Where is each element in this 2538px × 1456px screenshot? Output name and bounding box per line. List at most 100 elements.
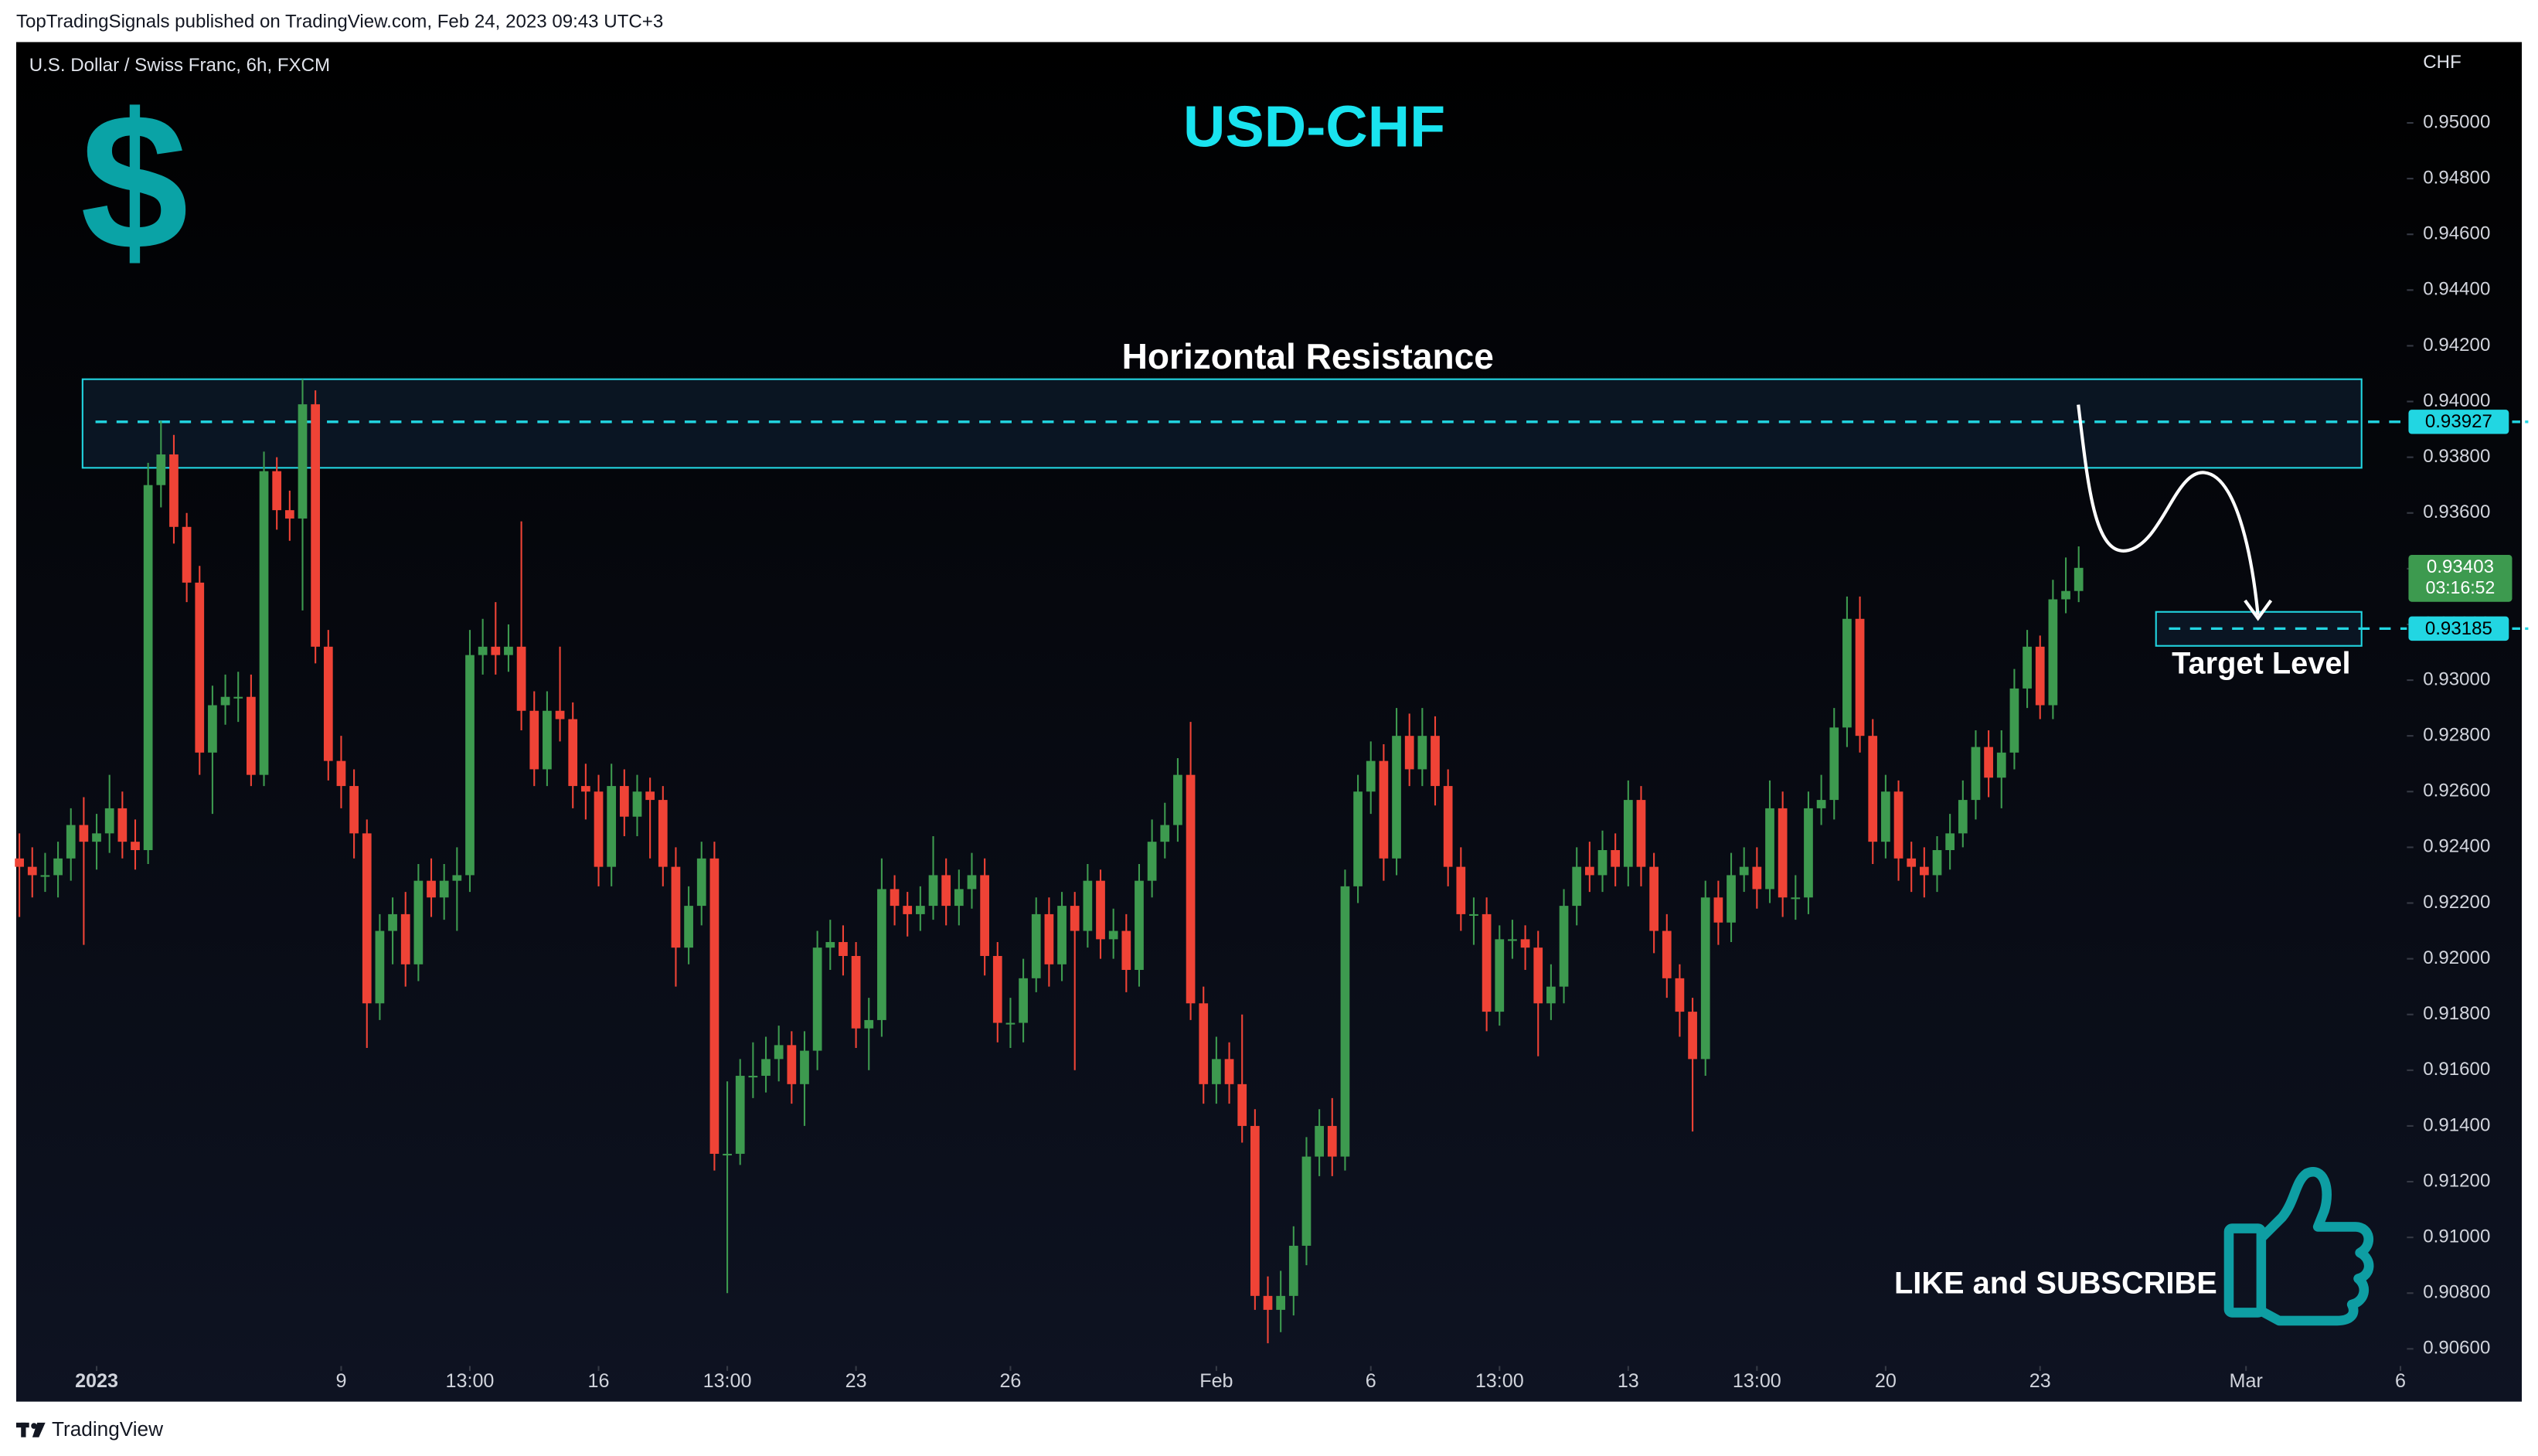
y-tick-label: 0.93000	[2423, 668, 2490, 689]
candle-body	[787, 1045, 797, 1084]
candle-body	[208, 705, 217, 753]
forecast-arrow	[2077, 404, 2260, 616]
candle-body	[1739, 866, 1749, 876]
chart-pane	[15, 42, 2523, 1402]
resistance-label: Horizontal Resistance	[1122, 336, 1494, 376]
candle-body	[504, 646, 513, 655]
candle-body	[1881, 791, 1890, 842]
candle-body	[156, 454, 166, 485]
candle-body	[117, 808, 128, 842]
y-tick-label: 0.91600	[2423, 1059, 2490, 1080]
candle-body	[864, 1019, 874, 1029]
annotations: Horizontal Resistance Target Level	[81, 336, 2529, 680]
candle-body	[1469, 913, 1478, 917]
candle-body	[1700, 897, 1710, 1060]
y-tick-label: 0.94400	[2423, 279, 2490, 300]
candle-body	[1829, 727, 1839, 801]
y-tick-label: 0.91400	[2423, 1114, 2490, 1135]
thumbs-up-icon	[2223, 1167, 2374, 1326]
candle-body	[1212, 1059, 1221, 1084]
candle-body	[800, 1050, 809, 1084]
candle-body	[594, 791, 604, 867]
candle-body	[992, 955, 1002, 1023]
candle-body	[362, 833, 372, 1004]
y-tick-label: 0.94200	[2423, 335, 2490, 355]
candle-body	[15, 858, 24, 867]
candle-body	[941, 875, 951, 907]
candle-body	[516, 646, 526, 711]
candle-body	[1315, 1125, 1324, 1157]
candle-body	[413, 880, 424, 964]
candle-body	[92, 833, 101, 842]
x-tick-label: 23	[2029, 1370, 2051, 1392]
candle-body	[478, 646, 488, 655]
candle-body	[1636, 800, 1646, 867]
candle-body	[1108, 930, 1118, 940]
candle-body	[1482, 913, 1492, 1012]
candle-body	[247, 696, 256, 775]
candle-body	[619, 786, 629, 817]
candle-body	[1173, 774, 1182, 825]
target-label: Target Level	[2172, 646, 2350, 680]
candle-body	[375, 930, 385, 1004]
candle-body	[1135, 880, 1144, 971]
candle-body	[1147, 842, 1157, 881]
y-tick-label: 0.94000	[2423, 390, 2490, 411]
x-tick-label: 6	[2395, 1370, 2406, 1392]
candle-body	[1611, 849, 1621, 867]
axes: 0.90600 0.90800 0.91000 0.91200 0.91400 0.916…	[75, 111, 2512, 1392]
candle-body	[1919, 866, 1929, 876]
candle-body	[323, 646, 333, 761]
candle-body	[1070, 906, 1080, 931]
candle-body	[1765, 808, 1774, 890]
candle-body	[543, 710, 552, 770]
candle-body	[1431, 736, 1440, 787]
x-tick-label: 23	[845, 1370, 867, 1392]
candle-body	[1584, 866, 1594, 876]
candle-body	[1520, 939, 1530, 948]
candle-body	[954, 889, 964, 907]
candle-body	[1932, 849, 1942, 876]
candle-body	[915, 906, 925, 914]
last-price-tag	[2408, 555, 2512, 602]
candle-body	[1019, 978, 1028, 1023]
countdown-label: 03:16:52	[2426, 577, 2495, 597]
candle-body	[1752, 866, 1762, 890]
candle-body	[1727, 875, 1736, 923]
candle-body	[1778, 808, 1788, 898]
candle-body	[748, 1076, 758, 1078]
target-price-tag	[2408, 616, 2509, 641]
candle-body	[284, 510, 294, 519]
x-tick-label: 13:00	[703, 1370, 752, 1392]
dollar-icon: $	[80, 73, 189, 291]
x-tick-label: 6	[1366, 1370, 1376, 1392]
candle-body	[1816, 800, 1826, 808]
candle-body	[1224, 1059, 1234, 1084]
x-tick-label: 9	[335, 1370, 346, 1392]
candle-body	[1868, 736, 1878, 842]
candle-body	[1096, 880, 1105, 940]
candle-body	[2048, 599, 2058, 706]
y-tick-label: 0.91800	[2423, 1003, 2490, 1024]
y-tick-label: 0.92400	[2423, 836, 2490, 857]
publish-header: TopTradingSignals published on TradingVi…	[16, 12, 663, 32]
y-tick-label: 0.93800	[2423, 446, 2490, 467]
candle-body	[1713, 897, 1723, 923]
candle-body	[1984, 747, 1993, 778]
candle-body	[491, 646, 501, 655]
candle-body	[272, 471, 282, 511]
logo-slash	[32, 1422, 46, 1437]
candle-body	[1031, 913, 1041, 978]
last-price-label: 0.93403	[2427, 556, 2494, 577]
candle-body	[1907, 858, 1917, 867]
candle-body	[1623, 800, 1633, 867]
candle-body	[1160, 825, 1170, 842]
candle-body	[1572, 866, 1582, 907]
candle-body	[349, 786, 359, 834]
candle-body	[1546, 986, 1556, 1004]
candle-body	[735, 1076, 745, 1154]
resistance-price-label: 0.93927	[2425, 411, 2492, 432]
candle-body	[1791, 897, 1801, 900]
candle-body	[1186, 774, 1196, 1004]
logo-stem	[21, 1422, 26, 1437]
